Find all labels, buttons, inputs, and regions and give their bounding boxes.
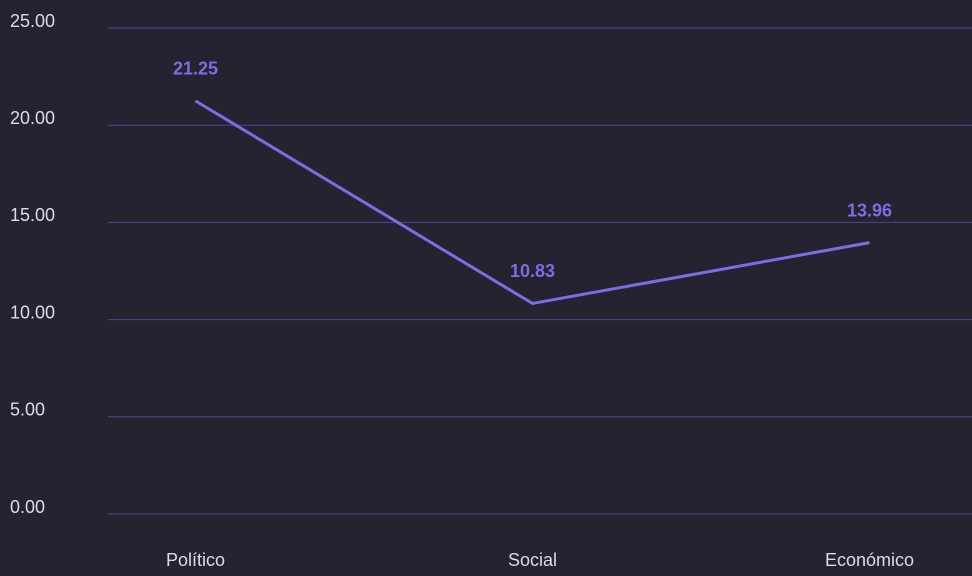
y-tick-label: 5.00: [10, 400, 45, 420]
data-label: 10.83: [510, 261, 555, 281]
x-tick-label: Económico: [825, 550, 914, 570]
data-label: 21.25: [173, 59, 218, 79]
data-label: 13.96: [847, 200, 892, 220]
y-tick-label: 25.00: [10, 11, 55, 31]
x-tick-label: Social: [508, 550, 557, 570]
y-tick-label: 20.00: [10, 108, 55, 128]
y-tick-label: 10.00: [10, 302, 55, 322]
x-tick-label: Político: [166, 550, 225, 570]
line: [194, 99, 870, 306]
y-tick-label: 0.00: [10, 497, 45, 517]
y-tick-label: 15.00: [10, 205, 55, 225]
